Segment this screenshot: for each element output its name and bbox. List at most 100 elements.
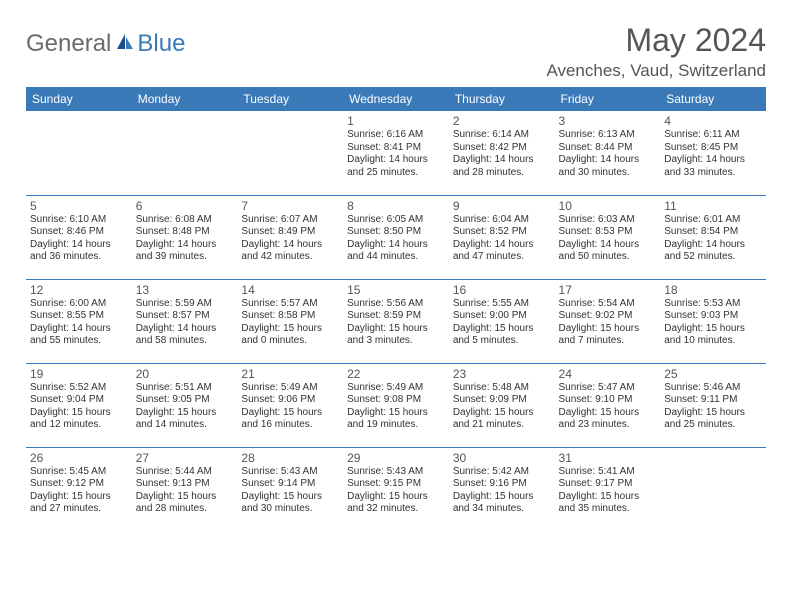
day-info: Sunrise: 6:05 AMSunset: 8:50 PMDaylight:… <box>347 214 445 264</box>
day-info: Sunrise: 6:08 AMSunset: 8:48 PMDaylight:… <box>136 214 234 264</box>
day-info: Sunrise: 5:59 AMSunset: 8:57 PMDaylight:… <box>136 298 234 348</box>
calendar-body: 1Sunrise: 6:16 AMSunset: 8:41 PMDaylight… <box>26 111 766 531</box>
day-info: Sunrise: 5:52 AMSunset: 9:04 PMDaylight:… <box>30 382 128 432</box>
day-cell: 31Sunrise: 5:41 AMSunset: 9:17 PMDayligh… <box>555 447 661 531</box>
day-number: 29 <box>347 451 445 465</box>
day-header-sunday: Sunday <box>26 87 132 111</box>
day-cell: 19Sunrise: 5:52 AMSunset: 9:04 PMDayligh… <box>26 363 132 447</box>
day-cell: 13Sunrise: 5:59 AMSunset: 8:57 PMDayligh… <box>132 279 238 363</box>
day-info: Sunrise: 5:46 AMSunset: 9:11 PMDaylight:… <box>664 382 762 432</box>
day-cell: 25Sunrise: 5:46 AMSunset: 9:11 PMDayligh… <box>660 363 766 447</box>
day-cell: 6Sunrise: 6:08 AMSunset: 8:48 PMDaylight… <box>132 195 238 279</box>
day-number: 25 <box>664 367 762 381</box>
day-cell: 23Sunrise: 5:48 AMSunset: 9:09 PMDayligh… <box>449 363 555 447</box>
day-cell: 9Sunrise: 6:04 AMSunset: 8:52 PMDaylight… <box>449 195 555 279</box>
day-number: 10 <box>559 199 657 213</box>
day-number: 24 <box>559 367 657 381</box>
day-number: 26 <box>30 451 128 465</box>
day-number: 9 <box>453 199 551 213</box>
day-info: Sunrise: 5:49 AMSunset: 9:06 PMDaylight:… <box>241 382 339 432</box>
logo: General Blue <box>26 30 185 58</box>
day-cell: 12Sunrise: 6:00 AMSunset: 8:55 PMDayligh… <box>26 279 132 363</box>
day-number: 12 <box>30 283 128 297</box>
day-cell: 29Sunrise: 5:43 AMSunset: 9:15 PMDayligh… <box>343 447 449 531</box>
day-number: 5 <box>30 199 128 213</box>
header: General Blue May 2024 Avenches, Vaud, Sw… <box>26 22 766 81</box>
month-title: May 2024 <box>546 22 766 59</box>
day-cell: 17Sunrise: 5:54 AMSunset: 9:02 PMDayligh… <box>555 279 661 363</box>
day-number: 4 <box>664 114 762 128</box>
day-info: Sunrise: 5:42 AMSunset: 9:16 PMDaylight:… <box>453 466 551 516</box>
day-info: Sunrise: 6:07 AMSunset: 8:49 PMDaylight:… <box>241 214 339 264</box>
logo-sail-icon <box>115 32 135 57</box>
day-header-tuesday: Tuesday <box>237 87 343 111</box>
logo-text-blue: Blue <box>137 30 185 58</box>
day-header-friday: Friday <box>555 87 661 111</box>
day-info: Sunrise: 5:51 AMSunset: 9:05 PMDaylight:… <box>136 382 234 432</box>
day-cell: 1Sunrise: 6:16 AMSunset: 8:41 PMDaylight… <box>343 111 449 195</box>
day-cell: 2Sunrise: 6:14 AMSunset: 8:42 PMDaylight… <box>449 111 555 195</box>
day-number: 8 <box>347 199 445 213</box>
day-info: Sunrise: 5:54 AMSunset: 9:02 PMDaylight:… <box>559 298 657 348</box>
day-cell: 10Sunrise: 6:03 AMSunset: 8:53 PMDayligh… <box>555 195 661 279</box>
day-number: 27 <box>136 451 234 465</box>
day-number: 14 <box>241 283 339 297</box>
day-number: 17 <box>559 283 657 297</box>
day-cell: 24Sunrise: 5:47 AMSunset: 9:10 PMDayligh… <box>555 363 661 447</box>
day-cell: 15Sunrise: 5:56 AMSunset: 8:59 PMDayligh… <box>343 279 449 363</box>
day-info: Sunrise: 5:47 AMSunset: 9:10 PMDaylight:… <box>559 382 657 432</box>
day-number: 28 <box>241 451 339 465</box>
day-number: 21 <box>241 367 339 381</box>
empty-day-cell <box>237 111 343 195</box>
calendar-week-row: 19Sunrise: 5:52 AMSunset: 9:04 PMDayligh… <box>26 363 766 447</box>
day-cell: 22Sunrise: 5:49 AMSunset: 9:08 PMDayligh… <box>343 363 449 447</box>
day-info: Sunrise: 5:45 AMSunset: 9:12 PMDaylight:… <box>30 466 128 516</box>
day-info: Sunrise: 5:55 AMSunset: 9:00 PMDaylight:… <box>453 298 551 348</box>
day-info: Sunrise: 6:00 AMSunset: 8:55 PMDaylight:… <box>30 298 128 348</box>
day-cell: 20Sunrise: 5:51 AMSunset: 9:05 PMDayligh… <box>132 363 238 447</box>
calendar-week-row: 12Sunrise: 6:00 AMSunset: 8:55 PMDayligh… <box>26 279 766 363</box>
day-number: 6 <box>136 199 234 213</box>
day-info: Sunrise: 5:43 AMSunset: 9:14 PMDaylight:… <box>241 466 339 516</box>
day-cell: 11Sunrise: 6:01 AMSunset: 8:54 PMDayligh… <box>660 195 766 279</box>
day-number: 20 <box>136 367 234 381</box>
calendar-page: General Blue May 2024 Avenches, Vaud, Sw… <box>0 0 792 531</box>
title-block: May 2024 Avenches, Vaud, Switzerland <box>546 22 766 81</box>
day-number: 7 <box>241 199 339 213</box>
day-info: Sunrise: 5:44 AMSunset: 9:13 PMDaylight:… <box>136 466 234 516</box>
day-cell: 21Sunrise: 5:49 AMSunset: 9:06 PMDayligh… <box>237 363 343 447</box>
calendar-table: Sunday Monday Tuesday Wednesday Thursday… <box>26 87 766 531</box>
day-cell: 28Sunrise: 5:43 AMSunset: 9:14 PMDayligh… <box>237 447 343 531</box>
day-cell: 16Sunrise: 5:55 AMSunset: 9:00 PMDayligh… <box>449 279 555 363</box>
day-info: Sunrise: 6:04 AMSunset: 8:52 PMDaylight:… <box>453 214 551 264</box>
day-cell: 5Sunrise: 6:10 AMSunset: 8:46 PMDaylight… <box>26 195 132 279</box>
day-info: Sunrise: 6:01 AMSunset: 8:54 PMDaylight:… <box>664 214 762 264</box>
day-info: Sunrise: 5:53 AMSunset: 9:03 PMDaylight:… <box>664 298 762 348</box>
location: Avenches, Vaud, Switzerland <box>546 61 766 81</box>
day-cell: 3Sunrise: 6:13 AMSunset: 8:44 PMDaylight… <box>555 111 661 195</box>
day-number: 19 <box>30 367 128 381</box>
day-info: Sunrise: 6:03 AMSunset: 8:53 PMDaylight:… <box>559 214 657 264</box>
day-cell: 14Sunrise: 5:57 AMSunset: 8:58 PMDayligh… <box>237 279 343 363</box>
day-header-monday: Monday <box>132 87 238 111</box>
day-header-row: Sunday Monday Tuesday Wednesday Thursday… <box>26 87 766 111</box>
day-cell: 26Sunrise: 5:45 AMSunset: 9:12 PMDayligh… <box>26 447 132 531</box>
empty-day-cell <box>132 111 238 195</box>
day-cell: 8Sunrise: 6:05 AMSunset: 8:50 PMDaylight… <box>343 195 449 279</box>
day-info: Sunrise: 6:10 AMSunset: 8:46 PMDaylight:… <box>30 214 128 264</box>
day-number: 11 <box>664 199 762 213</box>
day-cell: 27Sunrise: 5:44 AMSunset: 9:13 PMDayligh… <box>132 447 238 531</box>
day-cell: 7Sunrise: 6:07 AMSunset: 8:49 PMDaylight… <box>237 195 343 279</box>
day-header-saturday: Saturday <box>660 87 766 111</box>
day-number: 30 <box>453 451 551 465</box>
day-cell: 18Sunrise: 5:53 AMSunset: 9:03 PMDayligh… <box>660 279 766 363</box>
day-number: 3 <box>559 114 657 128</box>
day-number: 22 <box>347 367 445 381</box>
day-info: Sunrise: 5:49 AMSunset: 9:08 PMDaylight:… <box>347 382 445 432</box>
day-number: 31 <box>559 451 657 465</box>
calendar-week-row: 1Sunrise: 6:16 AMSunset: 8:41 PMDaylight… <box>26 111 766 195</box>
day-info: Sunrise: 5:48 AMSunset: 9:09 PMDaylight:… <box>453 382 551 432</box>
logo-text-general: General <box>26 30 111 58</box>
day-info: Sunrise: 6:11 AMSunset: 8:45 PMDaylight:… <box>664 129 762 179</box>
day-info: Sunrise: 6:16 AMSunset: 8:41 PMDaylight:… <box>347 129 445 179</box>
